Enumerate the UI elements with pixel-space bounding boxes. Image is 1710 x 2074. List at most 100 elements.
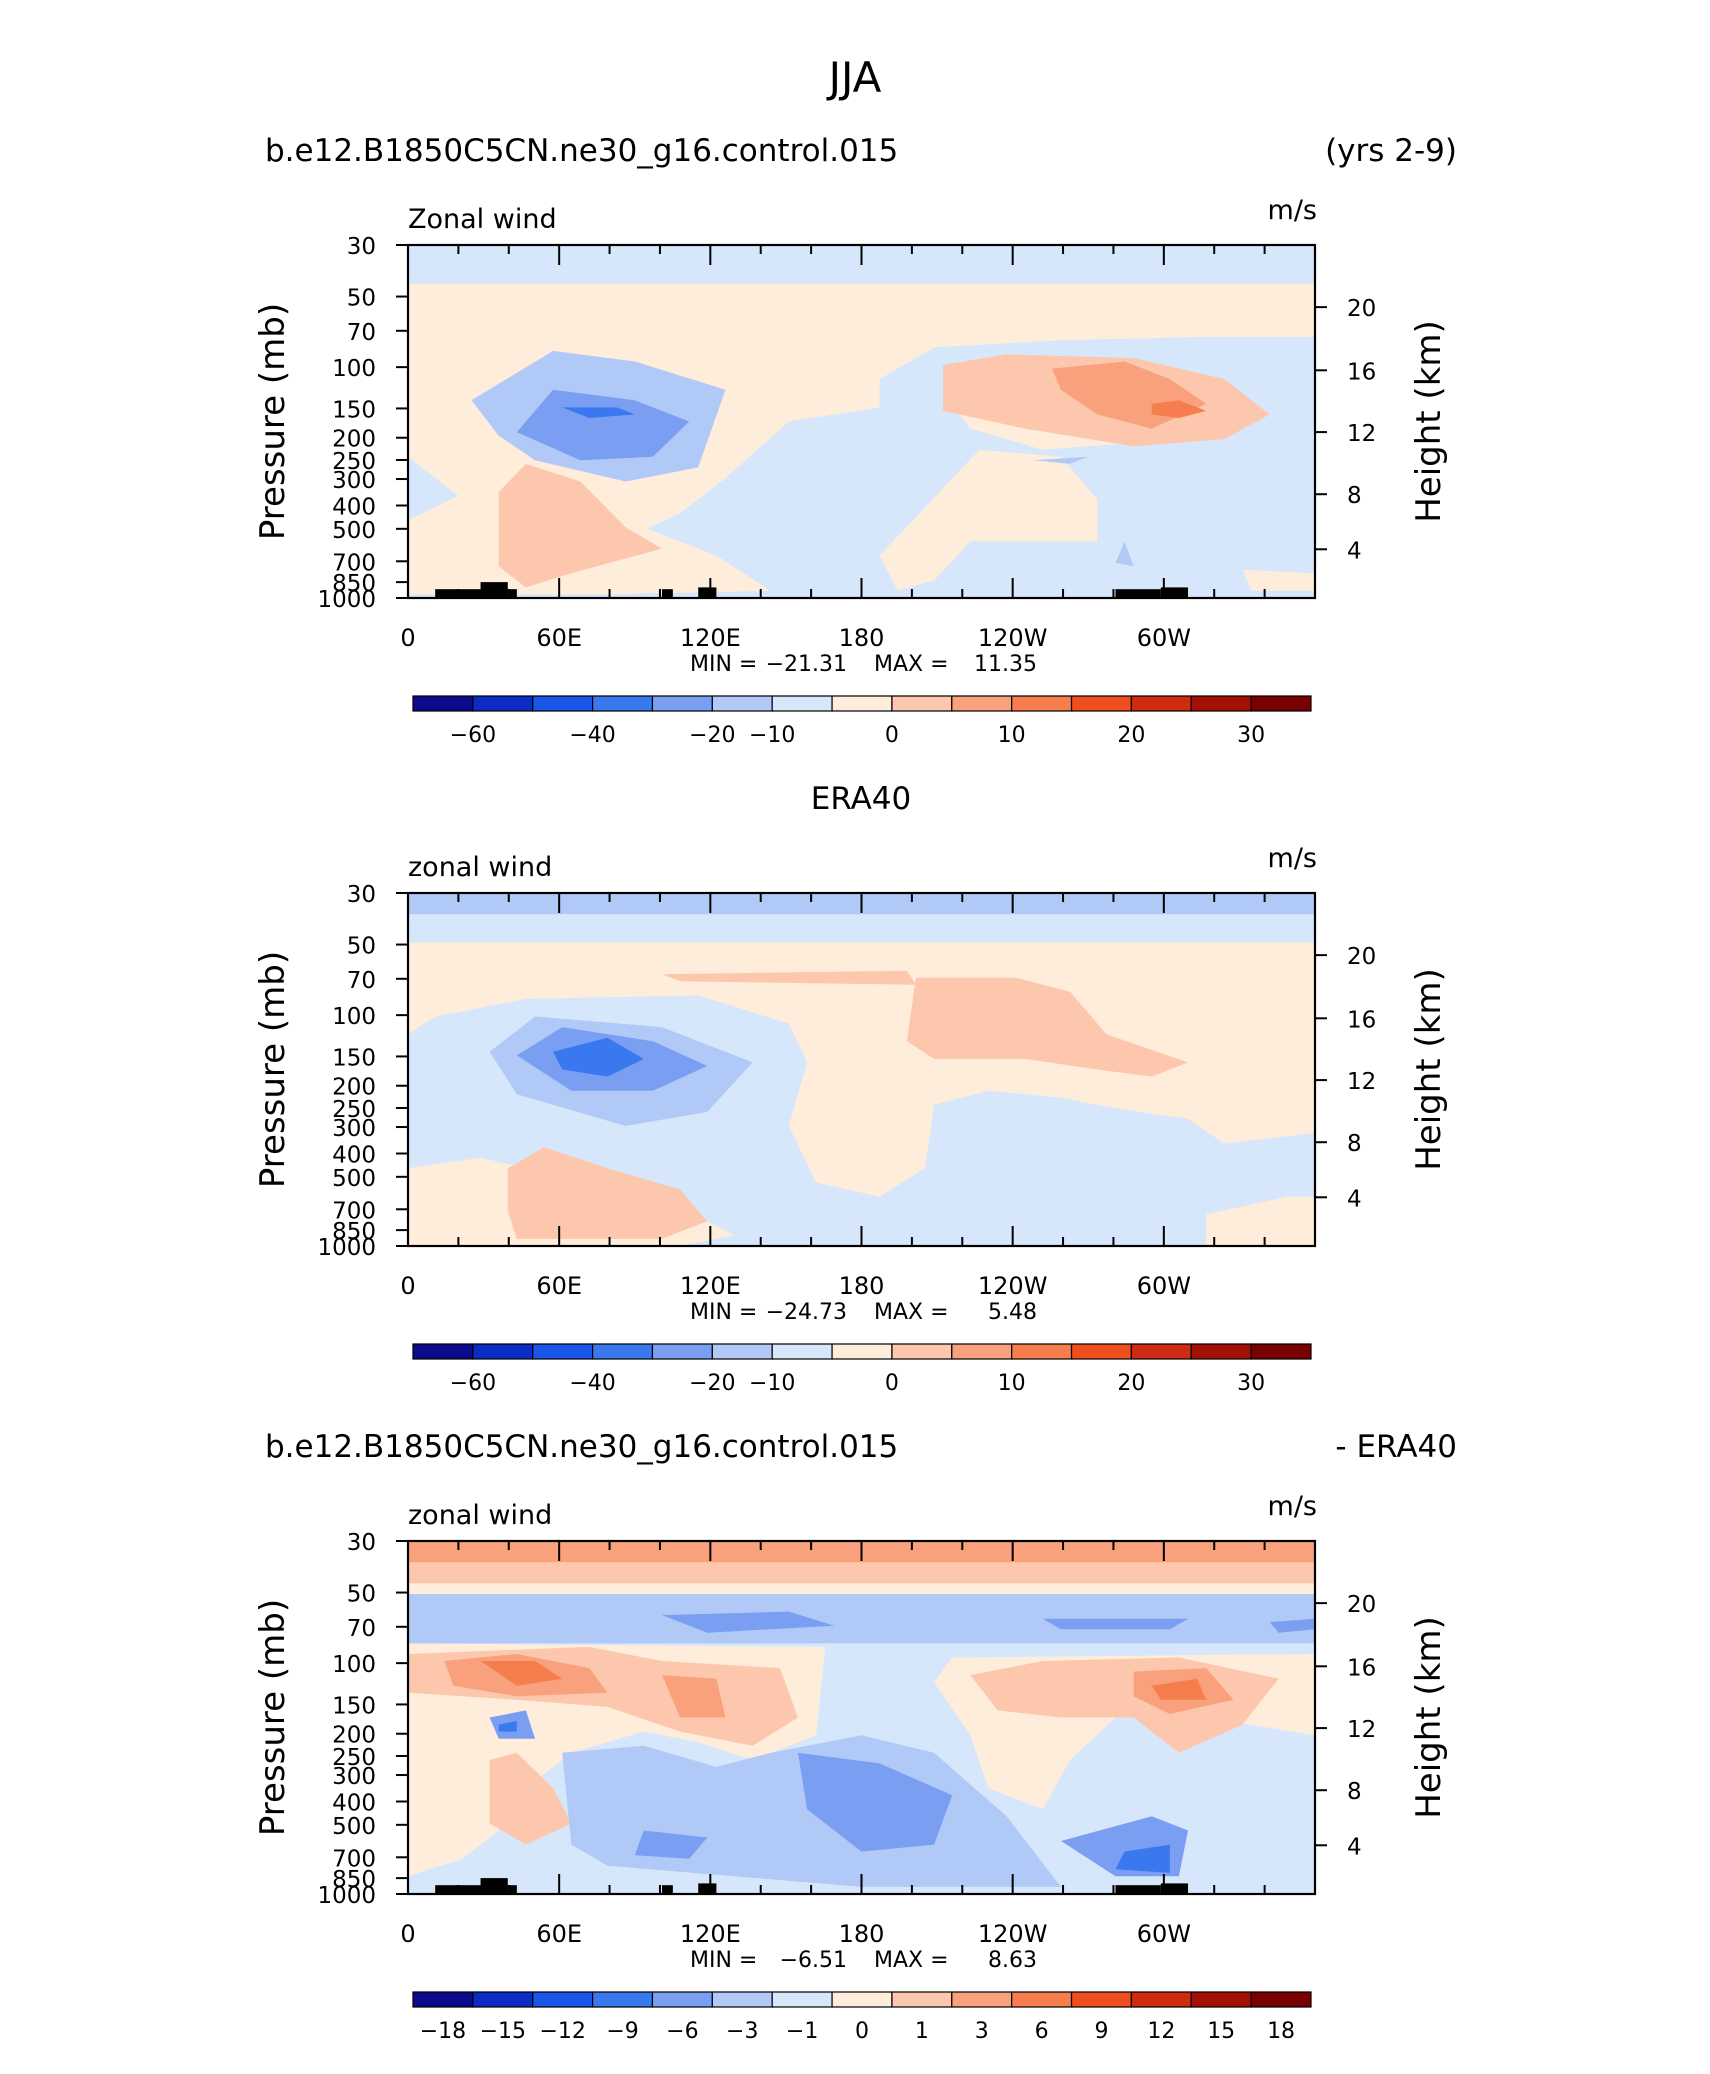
pressure-tick-label: 100 <box>332 1004 376 1030</box>
contour-field <box>408 1541 1315 1894</box>
pressure-tick-label: 850 <box>332 1867 376 1893</box>
colorbar-swatch <box>472 1343 534 1360</box>
pressure-tick-label: 400 <box>332 1143 376 1169</box>
pressure-tick-label: 1000 <box>317 1235 376 1261</box>
colorbar-label: −10 <box>749 723 795 748</box>
colorbar-swatch <box>891 1991 953 2008</box>
colorbar-label: 20 <box>1117 1371 1145 1396</box>
colorbar-swatch <box>1070 1991 1132 2008</box>
units-label: m/s <box>1268 1491 1317 1522</box>
y-axis-title: Pressure (mb) <box>253 951 293 1188</box>
max-label: MAX = <box>874 1300 949 1325</box>
x-tick-label: 60W <box>1137 1272 1191 1300</box>
pressure-tick-label: 500 <box>332 1166 376 1192</box>
pressure-tick-label: 850 <box>332 1219 376 1245</box>
figure-title: JJA <box>826 53 882 102</box>
colorbar: −60 −40 −20 −10 0 10 20 30 <box>412 1343 1312 1396</box>
colorbar-label: −1 <box>786 2019 818 2044</box>
topography-mask <box>435 589 490 598</box>
height-tick-label: 4 <box>1347 538 1362 564</box>
y-axis-title-right: Height (km) <box>1409 320 1449 523</box>
pressure-tick-label: 70 <box>347 320 376 346</box>
colorbar-label: −10 <box>749 1371 795 1396</box>
colorbar-swatch <box>651 695 713 712</box>
height-tick-label: 20 <box>1347 296 1376 322</box>
colorbar-swatch <box>1250 1991 1312 2008</box>
contour-region <box>1242 569 1315 591</box>
colorbar-swatch <box>591 1991 654 2008</box>
colorbar-label: −18 <box>420 2019 466 2044</box>
x-tick-label: 120E <box>680 624 741 652</box>
height-tick-label: 20 <box>1347 1592 1376 1618</box>
colorbar-label: 1 <box>915 2019 929 2044</box>
topography-mask <box>480 582 508 598</box>
variable-label: Zonal wind <box>408 204 557 235</box>
max-label: MAX = <box>874 652 949 677</box>
colorbar-swatch <box>891 1343 953 1360</box>
contour-region <box>906 977 1188 1077</box>
colorbar-swatch <box>831 1343 893 1360</box>
contour-region <box>1042 1618 1188 1630</box>
pressure-tick-label: 50 <box>347 286 376 312</box>
contour-region <box>662 1675 726 1718</box>
colorbar-swatch <box>1011 1343 1073 1360</box>
colorbar-swatch <box>831 695 893 712</box>
colorbar-swatch <box>951 1343 1013 1360</box>
colorbar-swatch <box>532 695 594 712</box>
x-tick-label: 60E <box>536 1272 582 1300</box>
x-tick-label: 120E <box>680 1920 741 1948</box>
colorbar-label: −40 <box>569 1371 615 1396</box>
colorbar-label: 15 <box>1207 2019 1235 2044</box>
y-axis-title-right: Height (km) <box>1409 968 1449 1171</box>
chart-panel-3: b.e12.B1850C5CN.ne30_g16.control.015 - ER… <box>253 1429 1457 2044</box>
colorbar-swatch <box>1250 695 1312 712</box>
max-label: MAX = <box>874 1948 949 1973</box>
contour-region <box>662 1611 835 1633</box>
contour-region <box>553 1037 644 1077</box>
colorbar-label: −60 <box>450 1371 496 1396</box>
colorbar-label: −6 <box>666 2019 698 2044</box>
colorbar-swatch <box>711 695 773 712</box>
topography-mask <box>661 1885 673 1894</box>
height-tick-label: 16 <box>1347 1655 1376 1681</box>
colorbar-swatch <box>532 1991 594 2008</box>
variable-label: zonal wind <box>408 852 552 883</box>
pressure-tick-label: 100 <box>332 356 376 382</box>
pressure-tick-label: 50 <box>347 1582 376 1608</box>
contour-region <box>562 407 635 418</box>
x-tick-label: 0 <box>400 1272 415 1300</box>
contour-region <box>480 1661 563 1686</box>
colorbar-swatch <box>711 1343 773 1360</box>
pressure-tick-label: 30 <box>347 234 376 260</box>
height-tick-label: 16 <box>1347 359 1376 385</box>
pressure-tick-label: 400 <box>332 1791 376 1817</box>
pressure-tick-label: 200 <box>332 427 376 453</box>
height-tick-label: 8 <box>1347 1779 1362 1805</box>
contour-region <box>489 1752 572 1845</box>
pressure-tick-label: 70 <box>347 968 376 994</box>
x-tick-label: 60E <box>536 624 582 652</box>
min-label: MIN = <box>690 1948 757 1973</box>
variable-label: zonal wind <box>408 1500 552 1531</box>
pressure-tick-label: 300 <box>332 468 376 494</box>
units-label: m/s <box>1268 195 1317 226</box>
contour-region <box>507 1147 708 1239</box>
colorbar: −60 −40 −20 −10 0 10 20 30 <box>412 695 1312 748</box>
topography-mask <box>480 1878 508 1894</box>
pressure-tick-label: 400 <box>332 495 376 521</box>
panel-title: ERA40 <box>811 781 912 817</box>
colorbar-swatch <box>1130 1991 1192 2008</box>
colorbar-swatch <box>1190 1343 1252 1360</box>
colorbar-label: 9 <box>1094 2019 1108 2044</box>
colorbar-label: −20 <box>689 1371 735 1396</box>
colorbar-label: −15 <box>480 2019 526 2044</box>
pressure-tick-label: 150 <box>332 397 376 423</box>
contour-field <box>408 245 1315 598</box>
pressure-tick-label: 1000 <box>317 587 376 613</box>
contour-region <box>516 389 690 461</box>
colorbar-label: 30 <box>1237 723 1265 748</box>
colorbar: −18 −15 −12 −9 −6 −3 −1 0 1 3 6 9 12 15 18 <box>412 1991 1312 2044</box>
colorbar-swatch <box>1190 695 1252 712</box>
pressure-tick-label: 200 <box>332 1723 376 1749</box>
colorbar-swatch <box>951 695 1013 712</box>
